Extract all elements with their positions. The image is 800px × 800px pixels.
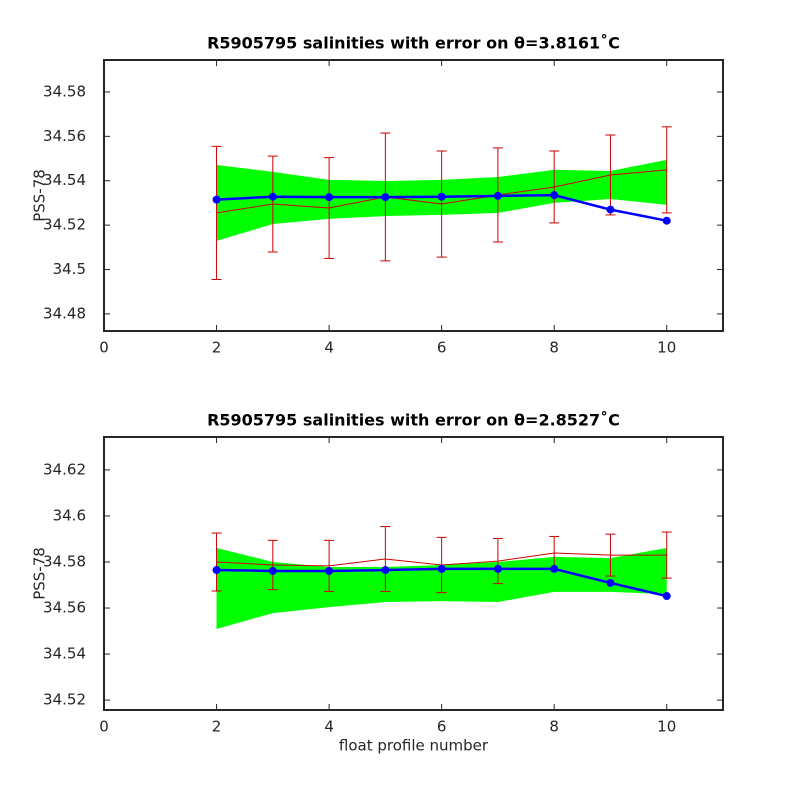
x-tick-label: 6 <box>437 718 447 736</box>
x-tick-label: 10 <box>657 718 676 736</box>
data-point <box>268 192 277 201</box>
data-point <box>437 192 446 201</box>
y-tick-label: 34.52 <box>43 216 86 234</box>
data-point <box>606 205 615 214</box>
y-tick-label: 34.54 <box>43 645 86 663</box>
data-point <box>662 592 671 601</box>
data-point <box>493 191 502 200</box>
y-tick-label: 34.56 <box>43 599 86 617</box>
y-tick-label: 34.52 <box>43 691 86 709</box>
data-point <box>212 566 221 575</box>
data-point <box>212 195 221 204</box>
x-axis-label: float profile number <box>339 737 489 755</box>
data-point <box>550 191 559 200</box>
x-tick-label: 0 <box>99 339 109 357</box>
plot-frame <box>103 59 724 332</box>
data-point <box>381 193 390 202</box>
chart-title: R5905795 salinities with error on θ=2.85… <box>207 411 620 430</box>
data-point <box>268 566 277 575</box>
data-point <box>493 564 502 573</box>
y-tick-label: 34.58 <box>43 82 86 100</box>
data-point <box>325 193 334 202</box>
x-tick-label: 2 <box>212 718 222 736</box>
x-tick-label: 8 <box>549 718 559 736</box>
x-tick-label: 4 <box>324 718 334 736</box>
y-tick-label: 34.5 <box>53 260 86 278</box>
x-tick-label: 4 <box>324 339 334 357</box>
y-axis-label: PSS-78 <box>31 169 49 222</box>
y-tick-label: 34.54 <box>43 171 86 189</box>
data-point <box>325 566 334 575</box>
y-tick-label: 34.58 <box>43 552 86 570</box>
x-tick-label: 2 <box>212 339 222 357</box>
x-tick-label: 6 <box>437 339 447 357</box>
y-tick-label: 34.56 <box>43 127 86 145</box>
y-tick-label: 34.48 <box>43 304 86 322</box>
data-point <box>381 566 390 575</box>
data-point <box>606 578 615 587</box>
data-point <box>550 564 559 573</box>
data-point <box>662 216 671 225</box>
y-axis-label: PSS-78 <box>31 547 49 600</box>
chart-title: R5905795 salinities with error on θ=3.81… <box>207 34 620 53</box>
plot-frame <box>103 436 724 711</box>
y-tick-label: 34.62 <box>43 460 86 478</box>
x-tick-label: 8 <box>549 339 559 357</box>
y-tick-label: 34.6 <box>53 506 86 524</box>
x-tick-label: 0 <box>99 718 109 736</box>
x-tick-label: 10 <box>657 339 676 357</box>
data-point <box>437 564 446 573</box>
